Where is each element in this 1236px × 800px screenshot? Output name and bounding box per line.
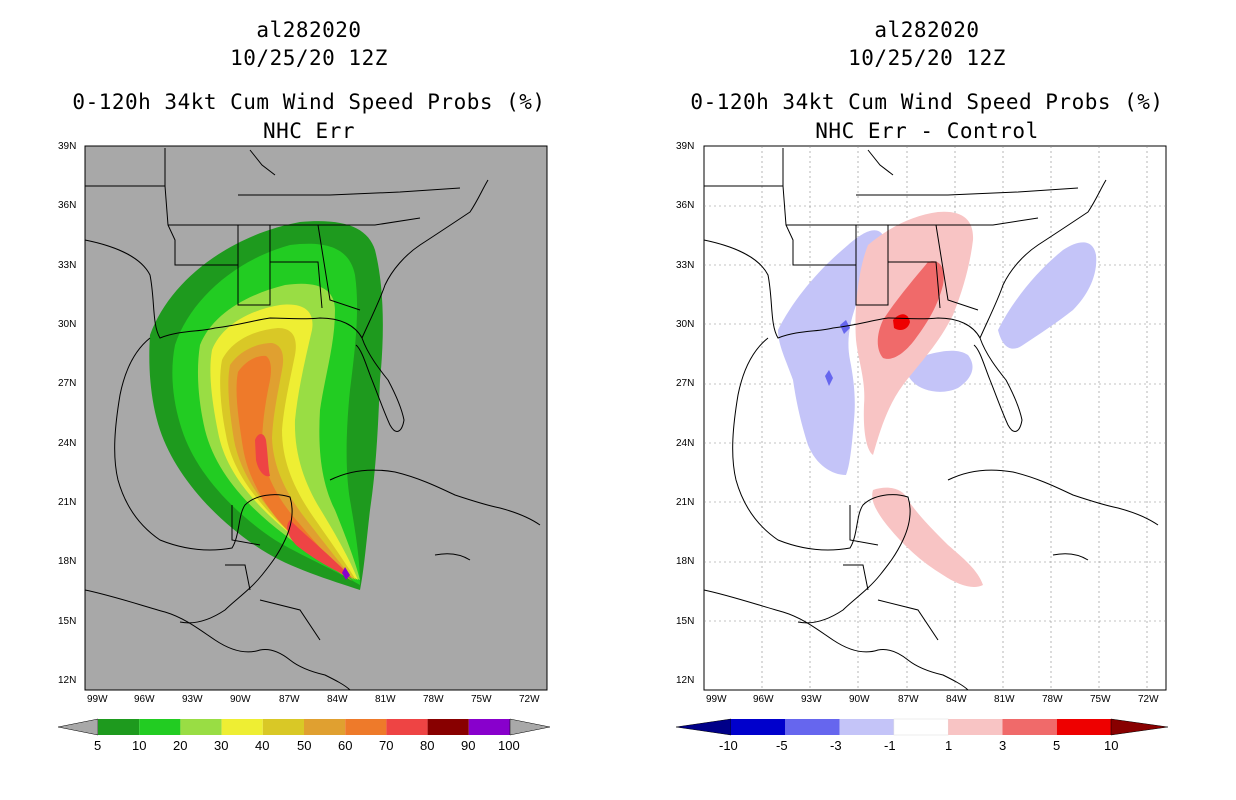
chart-title: 0-120h 34kt Cum Wind Speed Probs (%) [690, 90, 1164, 114]
coastlines [84, 148, 541, 691]
contour-80 [342, 567, 350, 580]
lat-label: 33N [58, 260, 77, 271]
probability-swath [149, 221, 383, 590]
lon-label: 72W [519, 694, 540, 705]
lat-label: 18N [58, 556, 77, 567]
neg-region [778, 230, 883, 475]
lat-label: 36N [676, 200, 695, 211]
right-map-panel: al282020 10/25/20 12Z 0-120h 34kt Cum Wi… [618, 0, 1236, 800]
lat-label: 39N [58, 141, 77, 152]
colorbar-label: -3 [830, 738, 842, 753]
lat-label: 18N [676, 556, 695, 567]
lon-label: 96W [753, 694, 774, 705]
neg3-region [840, 320, 850, 334]
colorbar-label: 60 [338, 738, 353, 753]
lat-label: 21N [58, 497, 77, 508]
colorbar-label: 20 [173, 738, 188, 753]
lat-label: 30N [676, 319, 695, 330]
colorbar-label: 80 [420, 738, 435, 753]
lon-label: 84W [946, 694, 967, 705]
storm-id: al282020 [256, 18, 362, 42]
lat-label: 15N [58, 616, 77, 627]
contour-70 [255, 434, 352, 578]
lon-label: 90W [230, 694, 251, 705]
lon-label: 81W [375, 694, 396, 705]
lon-label: 75W [1090, 694, 1111, 705]
colorbar-label: 40 [255, 738, 270, 753]
colorbar-label: 30 [214, 738, 229, 753]
right-map-svg [703, 145, 1167, 691]
lon-label: 99W [706, 694, 727, 705]
colorbar-label: -5 [776, 738, 788, 753]
chart-subtitle: NHC Err [262, 119, 355, 143]
colorbar-label: 90 [461, 738, 476, 753]
left-map-svg [84, 145, 548, 691]
chart-title: 0-120h 34kt Cum Wind Speed Probs (%) [72, 90, 546, 114]
colorbar-label: 10 [132, 738, 147, 753]
storm-id: al282020 [874, 18, 980, 42]
lat-label: 15N [676, 616, 695, 627]
lat-label: 27N [58, 378, 77, 389]
lon-label: 78W [423, 694, 444, 705]
lon-label: 75W [471, 694, 492, 705]
lat-label: 24N [58, 438, 77, 449]
lon-label: 87W [898, 694, 919, 705]
lat-label: 12N [676, 675, 695, 686]
lon-label: 96W [134, 694, 155, 705]
lat-label: 12N [58, 675, 77, 686]
lon-label: 90W [849, 694, 870, 705]
neg-region [998, 242, 1097, 349]
lat-label: 27N [676, 378, 695, 389]
pos-region [872, 487, 983, 587]
lat-label: 36N [58, 200, 77, 211]
lat-label: 30N [58, 319, 77, 330]
lat-label: 39N [676, 141, 695, 152]
lon-label: 93W [801, 694, 822, 705]
lon-label: 72W [1138, 694, 1159, 705]
colorbar-label: 5 [1053, 738, 1061, 753]
lon-label: 99W [87, 694, 108, 705]
colorbar-label: 3 [999, 738, 1007, 753]
colorbar-label: 50 [297, 738, 312, 753]
lat-label: 33N [676, 260, 695, 271]
colorbar-label: 10 [1104, 738, 1119, 753]
left-map-panel: al282020 10/25/20 12Z 0-120h 34kt Cum Wi… [57, 18, 551, 753]
lon-label: 93W [182, 694, 203, 705]
colorbar-label: 5 [94, 738, 102, 753]
colorbar-label: 70 [379, 738, 394, 753]
lat-label: 24N [676, 438, 695, 449]
colorbar-label: 1 [945, 738, 953, 753]
lat-label: 21N [676, 497, 695, 508]
lon-label: 78W [1042, 694, 1063, 705]
forecast-date: 10/25/20 12Z [230, 46, 388, 70]
colorbar-label: 100 [498, 738, 520, 753]
forecast-date: 10/25/20 12Z [848, 46, 1006, 70]
chart-subtitle: NHC Err - Control [815, 119, 1039, 143]
coastlines [703, 148, 1159, 691]
neg3-region [825, 370, 833, 386]
colorbar-label: -10 [719, 738, 738, 753]
lon-label: 81W [994, 694, 1015, 705]
lon-label: 84W [327, 694, 348, 705]
pos3-region [877, 261, 944, 359]
lon-label: 87W [279, 694, 300, 705]
neg-region [905, 350, 973, 392]
colorbar-label: -1 [884, 738, 896, 753]
